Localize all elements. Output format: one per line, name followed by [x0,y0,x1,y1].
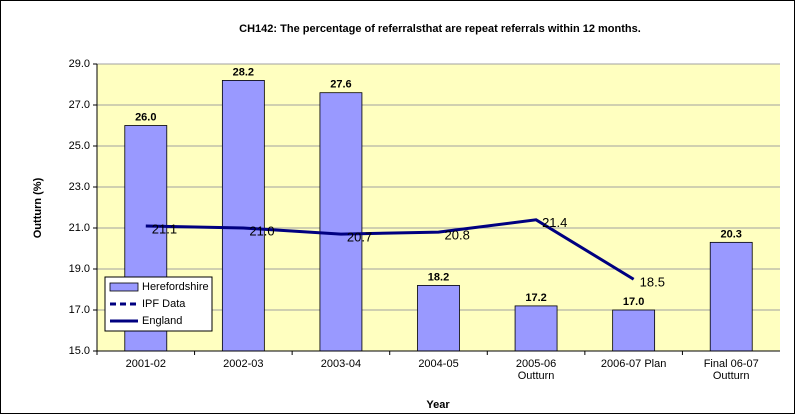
y-tick-label: 25.0 [69,140,90,152]
y-tick-label: 29.0 [69,58,90,70]
x-tick-label: 2003-04 [321,358,361,370]
x-tick-label: 2005-06 Outturn [516,358,556,382]
y-tick-label: 19.0 [69,263,90,275]
line-value-label: 21.1 [152,221,177,236]
y-tick-label: 15.0 [69,345,90,357]
x-tick-label: 2001-02 [126,358,166,370]
x-axis-label: Year [426,399,450,411]
bar [417,284,460,352]
bar-value-label: 28.2 [233,66,254,78]
bar [709,241,753,352]
line-value-label: 20.8 [445,228,470,243]
bar [221,80,265,352]
legend-label: England [142,315,182,327]
bar [612,309,656,352]
legend-label: IPF Data [142,298,186,310]
chart-title: CH142: The percentage of referralsthat a… [239,23,641,35]
y-tick-label: 21.0 [69,222,90,234]
bar [319,92,363,352]
line-value-label: 21.0 [249,223,274,238]
y-tick-label: 27.0 [69,99,90,111]
bar-value-label: 17.0 [623,296,644,308]
bar-value-label: 27.6 [330,79,351,91]
legend-label: Herefordshire [142,281,209,293]
bar-value-label: 18.2 [428,271,449,283]
x-tick-label: Final 06-07 Outturn [704,358,759,382]
legend-swatch [109,282,139,292]
y-tick-label: 17.0 [69,304,90,316]
bar-value-label: 17.2 [525,292,546,304]
x-tick-label: 2006-07 Plan [601,358,666,370]
line-value-label: 20.7 [347,230,372,245]
line-value-label: 21.4 [542,215,567,230]
line-series [145,218,635,281]
bar-value-label: 26.0 [135,111,156,123]
y-tick-label: 23.0 [69,181,90,193]
bar [514,305,558,352]
x-tick-label: 2002-03 [223,358,263,370]
x-tick-label: 2004-05 [418,358,458,370]
bar-value-label: 20.3 [721,228,742,240]
line-value-label: 18.5 [640,275,665,290]
y-axis-label: Outturn (%) [32,177,44,238]
